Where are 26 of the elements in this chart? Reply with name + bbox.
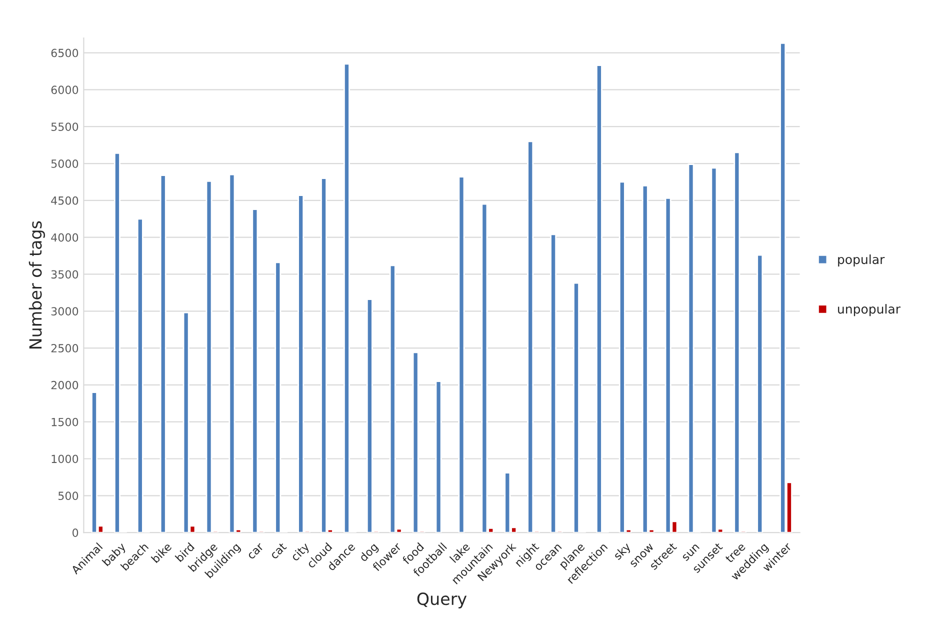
legend-label: unpopular: [838, 304, 901, 316]
y-tick-label: 5500: [51, 122, 78, 131]
y-tick-label: 1000: [52, 454, 78, 464]
y-tick-label: 500: [58, 492, 78, 500]
y-tick-label: 4000: [51, 233, 78, 242]
x-tick-label: bike: [150, 542, 172, 564]
y-tick-label: 6000: [51, 86, 78, 94]
y-tick-label: 2000: [51, 380, 78, 390]
y-tick-label: 3500: [51, 270, 78, 279]
bar: [458, 176, 465, 533]
y-tick-label: 6500: [51, 48, 78, 58]
y-tick-label: 0: [72, 528, 78, 537]
bar: [435, 380, 442, 533]
y-tick-label: 2500: [51, 344, 78, 352]
x-tick-label: sky: [612, 542, 633, 562]
y-tick-label: 1500: [52, 418, 78, 426]
legend-label: popular: [838, 254, 885, 267]
bar: [756, 254, 764, 533]
x-axis-title: Query: [417, 592, 467, 608]
y-tick-label: 5000: [51, 159, 78, 168]
y-axis-title: Number of tags: [28, 221, 46, 348]
y-tick-label: 3000: [51, 307, 78, 316]
y-tick-label: 4500: [51, 196, 78, 205]
x-tick-label: cat: [270, 542, 287, 560]
x-tick-label: car: [248, 543, 264, 560]
bar: [160, 174, 166, 533]
